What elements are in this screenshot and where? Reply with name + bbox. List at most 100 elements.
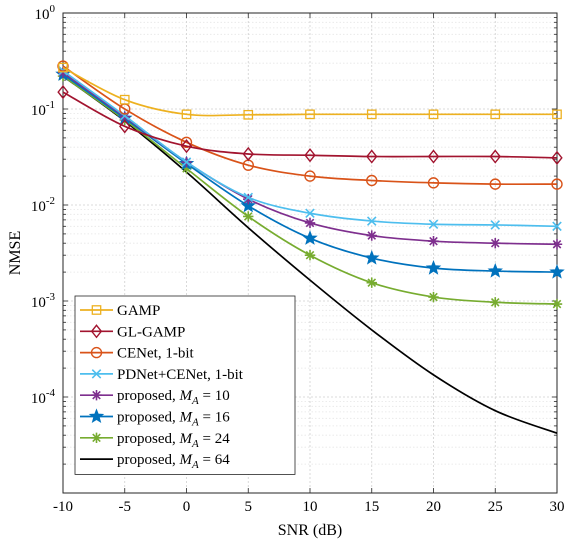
data-point	[551, 298, 563, 310]
data-point	[551, 239, 563, 250]
legend-label: proposed, MA = 10	[117, 388, 230, 407]
data-point	[428, 291, 439, 303]
series-line	[62, 91, 558, 159]
data-point	[427, 177, 440, 189]
data-point	[428, 235, 439, 247]
data-point	[240, 197, 256, 213]
legend-item: proposed, MA = 24	[80, 431, 230, 450]
legend-marker	[91, 390, 102, 401]
data-point	[551, 178, 563, 190]
legend-item: PDNet+CENet, 1-bit	[80, 367, 244, 383]
legend-marker	[91, 305, 102, 315]
data-point	[243, 193, 254, 205]
y-tick-label: 100	[35, 3, 56, 23]
data-point	[490, 297, 501, 308]
legend-marker	[91, 432, 102, 443]
data-point	[58, 62, 68, 73]
data-point	[119, 94, 130, 105]
data-point	[304, 170, 316, 182]
data-point	[487, 262, 503, 278]
series-line	[62, 75, 558, 305]
y-tick-label: 10-1	[31, 99, 55, 119]
data-point	[490, 220, 501, 230]
data-point	[366, 277, 377, 288]
data-point	[181, 163, 192, 174]
series-line	[62, 75, 558, 434]
data-point	[428, 109, 439, 120]
data-point	[305, 109, 315, 120]
legend-item: GAMP	[80, 303, 160, 319]
y-tick-label: 10-3	[31, 291, 56, 311]
data-point	[549, 263, 565, 279]
series-1	[58, 62, 562, 120]
data-point	[305, 208, 315, 219]
legend-label: PDNet+CENet, 1-bit	[117, 367, 244, 383]
y-tick-label: 10-4	[31, 387, 56, 407]
x-tick-label: 30	[550, 499, 565, 515]
data-point	[302, 230, 318, 245]
data-point	[366, 230, 377, 241]
data-point	[304, 217, 316, 229]
data-point	[243, 109, 254, 120]
legend-marker	[88, 408, 105, 424]
series-line	[62, 66, 557, 117]
data-point	[366, 109, 377, 120]
legend-marker	[90, 346, 103, 359]
data-point	[489, 178, 501, 190]
data-point	[57, 67, 69, 78]
legend-label: CENet, 1-bit	[117, 346, 194, 362]
data-point	[57, 84, 69, 100]
x-tick-label: 5	[245, 499, 253, 515]
data-point	[243, 211, 254, 222]
x-tick-label: 20	[426, 499, 441, 515]
x-axis-title: SNR (dB)	[278, 522, 342, 539]
data-point	[304, 148, 316, 163]
data-point	[364, 249, 380, 265]
x-tick-label: -10	[53, 499, 73, 515]
data-point	[490, 109, 501, 120]
plot-frame	[62, 12, 558, 494]
series-3	[57, 60, 563, 190]
x-tick-label: 15	[364, 499, 379, 515]
x-tick-labels: -10 -5 0 5 10 15 20 25 30	[53, 499, 565, 515]
data-point	[57, 60, 69, 72]
legend-box	[74, 295, 296, 475]
legend-label: proposed, MA = 64	[117, 452, 230, 471]
data-point	[181, 157, 192, 167]
legend-item: GL-GAMP	[80, 324, 185, 340]
data-point	[366, 174, 378, 187]
legend-label: proposed, MA = 16	[117, 410, 230, 429]
legend-label: GAMP	[117, 303, 160, 319]
legend-label: GL-GAMP	[117, 324, 185, 340]
data-point	[242, 146, 254, 162]
data-point	[366, 149, 378, 164]
data-point	[428, 219, 439, 230]
data-point	[181, 109, 192, 120]
series-2	[57, 84, 563, 165]
y-tick-label: 10-2	[31, 195, 55, 215]
legend-marker	[91, 369, 102, 379]
data-point	[552, 221, 562, 232]
data-point	[427, 149, 440, 164]
y-axis-title: NMSE	[7, 231, 24, 275]
x-tick-label: 0	[183, 499, 191, 515]
legend-item: proposed, MA = 16	[80, 408, 230, 429]
data-point	[180, 139, 193, 154]
series-line	[62, 65, 558, 186]
series-line	[62, 70, 558, 228]
data-point	[119, 119, 131, 134]
y-tick-labels: 100 10-1 10-2 10-3 10-4	[31, 3, 56, 407]
x-tick-label: -5	[119, 499, 132, 515]
series-group	[55, 60, 565, 434]
data-point	[304, 249, 316, 261]
data-point	[180, 136, 193, 148]
data-point	[243, 192, 254, 203]
x-tick-label: 25	[488, 499, 503, 515]
data-point	[489, 149, 501, 164]
data-point	[551, 150, 563, 165]
data-point	[490, 238, 501, 249]
legend-label: proposed, MA = 24	[117, 431, 230, 450]
legend-marker	[90, 324, 103, 339]
legend: GAMP GL-GAMP CENet, 1-bit PDNet+CENet, 1-bi…	[74, 295, 296, 475]
